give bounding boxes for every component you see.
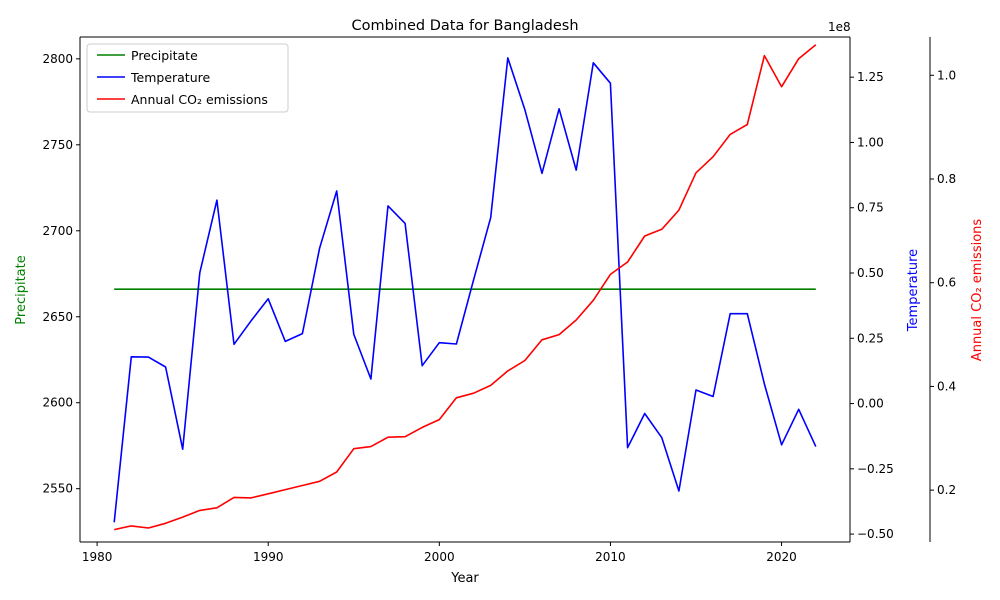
- temperature-y-tick-label: −0.50: [857, 527, 894, 541]
- temperature-y-tick-label: 1.00: [857, 135, 884, 149]
- temperature-axis-offset-text: 1e8: [828, 20, 851, 34]
- temperature-y-tick-label: 0.25: [857, 331, 884, 345]
- series-line-temperature: [113, 57, 817, 523]
- temperature-y-tick-label: 0.50: [857, 266, 884, 280]
- legend: Precipitate Temperature Annual CO₂ emiss…: [86, 43, 289, 113]
- co2-y-tick-label: 0.8: [937, 172, 956, 186]
- x-tick-label: 1990: [253, 550, 284, 564]
- series-layer: [113, 44, 817, 531]
- x-tick-label: 2000: [424, 550, 455, 564]
- x-tick-label: 1980: [82, 550, 113, 564]
- temperature-y-tick-label: 1.25: [857, 70, 884, 84]
- legend-label-co2: Annual CO₂ emissions: [131, 92, 268, 107]
- temperature-axis-label: Temperature: [906, 249, 921, 332]
- co2-axis-label: Annual CO₂ emissions: [970, 219, 985, 362]
- precip-axis-label: Precipitate: [14, 255, 29, 324]
- precip-y-tick-label: 2600: [42, 396, 73, 410]
- temperature-y-tick-label: 0.00: [857, 397, 884, 411]
- series-line-co2: [114, 44, 817, 531]
- co2-y-tick-label: 0.2: [937, 483, 956, 497]
- chart-title: Combined Data for Bangladesh: [351, 18, 578, 34]
- co2-y-tick-label: 0.4: [937, 379, 956, 393]
- legend-box: [86, 43, 289, 113]
- co2-y-tick-label: 1.0: [937, 68, 956, 82]
- x-tick-label: 2020: [766, 550, 797, 564]
- precip-y-tick-label: 2800: [42, 52, 73, 66]
- legend-label-temperature: Temperature: [130, 70, 210, 85]
- precip-y-tick-label: 2750: [42, 138, 73, 152]
- precip-y-tick-label: 2550: [42, 482, 73, 496]
- temperature-y-tick-label: −0.25: [857, 462, 894, 476]
- ticks-layer: 1980 1990 2000 2010 2020 2550 2600 2650 2700 2750…: [42, 52, 956, 564]
- temperature-y-tick-label: 0.75: [857, 201, 884, 215]
- x-axis-label: Year: [450, 571, 479, 586]
- co2-y-tick-label: 0.6: [937, 276, 956, 290]
- precip-y-tick-label: 2650: [42, 310, 73, 324]
- legend-label-precipitate: Precipitate: [131, 48, 198, 63]
- precip-y-tick-label: 2700: [42, 224, 73, 238]
- x-tick-label: 2010: [595, 550, 626, 564]
